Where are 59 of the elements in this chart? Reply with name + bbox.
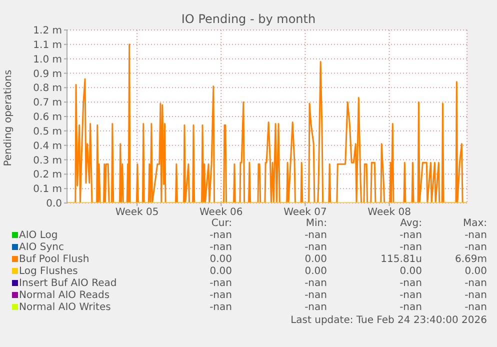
- text: 0.00: [304, 266, 327, 278]
- text: -nan: [208, 278, 232, 290]
- text: -nan: [464, 242, 487, 254]
- text: -nan: [398, 302, 422, 314]
- text: 115.81u: [380, 254, 422, 266]
- text: Min:: [304, 218, 327, 230]
- y-tick-label: 1.1 m: [33, 40, 62, 51]
- text: Cur:: [210, 218, 232, 230]
- text: -nan: [304, 230, 327, 242]
- y-tick-label: 0.9 m: [33, 68, 62, 80]
- legend-label: AIO Log: [18, 230, 59, 242]
- text: 0.00: [464, 266, 487, 278]
- y-tick-label: 0.4 m: [33, 140, 62, 152]
- text: -nan: [464, 290, 487, 302]
- chart-title: IO Pending - by month: [180, 12, 317, 26]
- text: -nan: [398, 242, 422, 254]
- legend-label: Insert Buf AIO Read: [18, 278, 118, 290]
- text: 6.69m: [454, 254, 487, 266]
- y-tick-label: 0.7 m: [33, 98, 62, 109]
- text: -nan: [398, 278, 422, 290]
- text: -nan: [464, 278, 487, 290]
- text: -nan: [208, 290, 232, 302]
- text: 0.00: [208, 266, 232, 278]
- x-tick-label: Week 07: [284, 207, 327, 218]
- text: -nan: [208, 242, 232, 254]
- text: Last update: Tue Feb 24 23:40:00 2026: [290, 315, 487, 326]
- y-tick-label: 0.3 m: [33, 155, 62, 166]
- text: -nan: [464, 230, 487, 242]
- text: -nan: [464, 302, 487, 314]
- x-tick-label: Week 06: [200, 207, 243, 218]
- text: -nan: [304, 242, 327, 254]
- y-tick-label: 0.6 m: [33, 112, 62, 124]
- y-tick-label: 0.2 m: [33, 170, 62, 181]
- text: 0.00: [208, 254, 232, 266]
- x-tick-label: Week 08: [368, 207, 411, 218]
- text: 0.00: [398, 266, 422, 278]
- legend-label: Normal AIO Reads: [18, 290, 111, 302]
- legend-label: Normal AIO Writes: [18, 302, 112, 314]
- y-tick-label: 0.0: [46, 198, 62, 210]
- text: Max:: [462, 218, 487, 230]
- text: -nan: [304, 278, 327, 290]
- legend-label: Log Flushes: [18, 266, 79, 278]
- text: -nan: [208, 230, 232, 242]
- y-tick-label: 0.5 m: [33, 126, 62, 138]
- legend-label: Buf Pool Flush: [18, 254, 90, 266]
- y-tick-label: 1.0 m: [33, 54, 62, 66]
- text: 0.00: [304, 254, 327, 266]
- text: -nan: [398, 230, 422, 242]
- text: -nan: [398, 290, 422, 302]
- y-tick-label: 0.1 m: [33, 184, 62, 196]
- y-tick-label: 0.8 m: [33, 83, 62, 94]
- text: Avg:: [399, 218, 422, 230]
- text: -nan: [304, 290, 327, 302]
- y-axis-title: Pending operations: [3, 70, 14, 166]
- y-tick-label: 1.2 m: [33, 26, 62, 37]
- legend-label: AIO Sync: [18, 242, 65, 254]
- text: -nan: [208, 302, 232, 314]
- text: -nan: [304, 302, 327, 314]
- x-tick-label: Week 05: [115, 207, 159, 218]
